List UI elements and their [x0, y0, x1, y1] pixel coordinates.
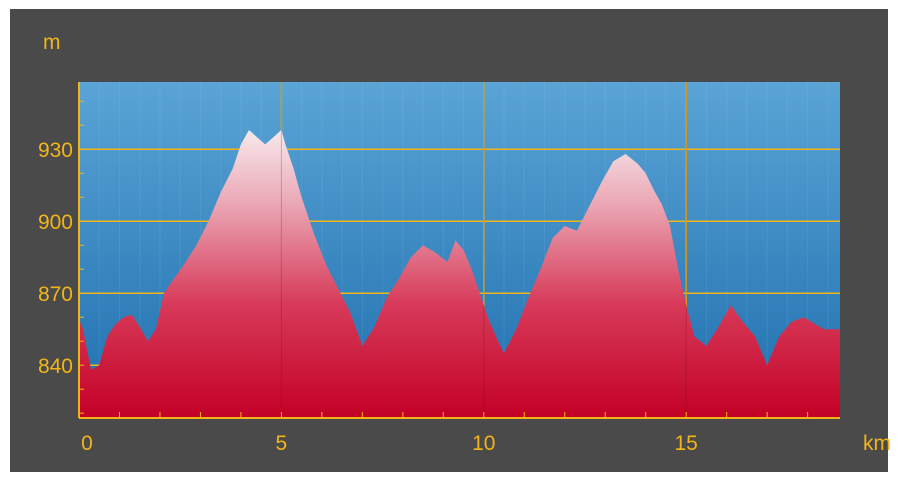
x-tick-label: 10 — [472, 432, 495, 455]
y-tick-label: 840 — [38, 355, 73, 378]
elevation-area — [79, 130, 840, 418]
x-tick-label: 15 — [675, 432, 698, 455]
y-axis-label: m — [43, 31, 61, 54]
y-tick-label: 900 — [38, 211, 73, 234]
x-tick-label: 5 — [276, 432, 288, 455]
x-axis-label: km — [863, 432, 891, 455]
x-tick-label: 0 — [81, 432, 93, 455]
y-tick-label: 930 — [38, 139, 73, 162]
y-tick-label: 870 — [38, 283, 73, 306]
